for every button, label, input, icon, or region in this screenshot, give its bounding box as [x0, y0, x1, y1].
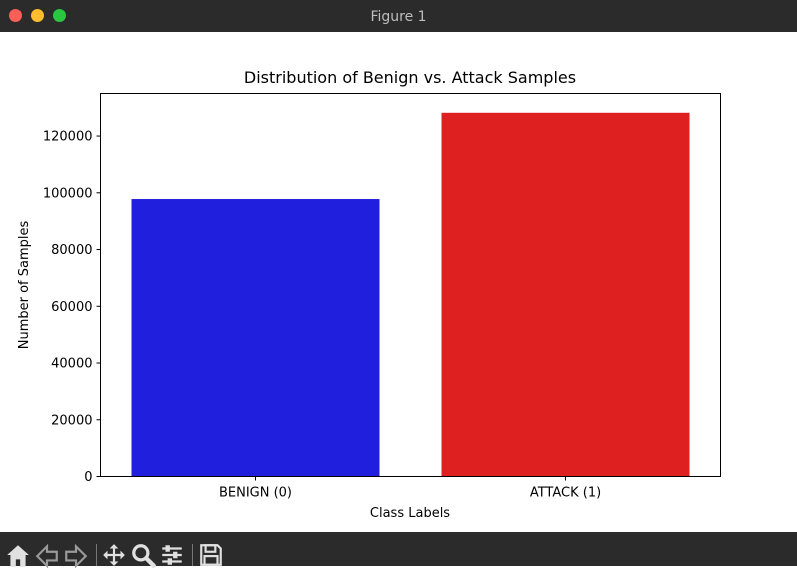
bar-attack-1	[441, 112, 690, 477]
figure-canvas: Distribution of Benign vs. Attack Sample…	[0, 32, 797, 532]
chart-title: Distribution of Benign vs. Attack Sample…	[244, 68, 576, 87]
zoom-icon[interactable]	[130, 542, 156, 568]
configure-subplots-icon[interactable]	[159, 542, 185, 568]
window-title: Figure 1	[370, 9, 427, 25]
y-tick-label: 120000	[43, 130, 93, 145]
back-icon[interactable]	[34, 542, 60, 568]
plot-area-frame	[100, 93, 721, 477]
y-tick-label: 100000	[43, 186, 93, 201]
x-axis: BENIGN (0) ATTACK (1)	[219, 476, 601, 501]
close-window-button[interactable]	[9, 9, 22, 22]
y-axis-label: Number of Samples	[17, 221, 32, 350]
toolbar-separator	[192, 544, 193, 566]
figure-toolbar	[0, 532, 797, 568]
x-axis-label: Class Labels	[370, 506, 450, 521]
pan-icon[interactable]	[101, 542, 127, 568]
bar-chart: Distribution of Benign vs. Attack Sample…	[17, 68, 721, 521]
toolbar-separator	[96, 544, 97, 566]
y-tick-label: 40000	[51, 357, 92, 372]
y-tick-label: 60000	[51, 300, 92, 315]
maximize-window-button[interactable]	[53, 9, 66, 22]
y-tick-label: 80000	[51, 243, 92, 258]
x-tick-label: ATTACK (1)	[530, 486, 601, 501]
x-tick-label: BENIGN (0)	[219, 486, 292, 501]
y-tick-label: 20000	[51, 413, 92, 428]
y-tick-label: 0	[84, 470, 92, 485]
save-icon[interactable]	[198, 542, 224, 568]
bars-group	[131, 112, 690, 477]
window-titlebar: Figure 1	[0, 0, 797, 32]
y-axis: 0 20000 40000 60000 80000 100000 120000	[43, 130, 101, 485]
minimize-window-button[interactable]	[31, 9, 44, 22]
forward-icon[interactable]	[63, 542, 89, 568]
bar-benign-0	[131, 199, 380, 477]
home-icon[interactable]	[5, 542, 31, 568]
